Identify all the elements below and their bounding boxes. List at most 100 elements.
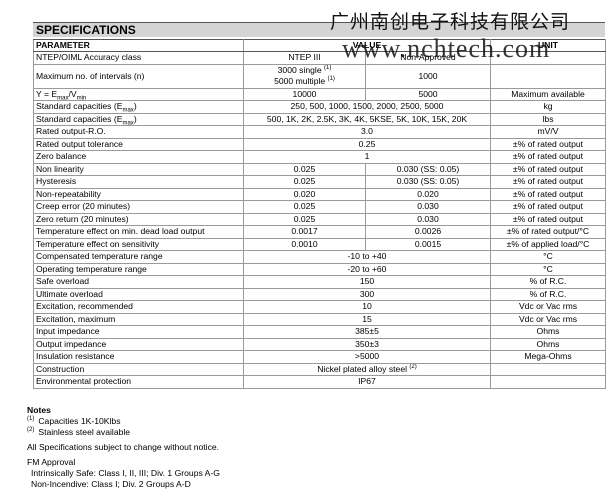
param-cell: Compensated temperature range [33,250,244,264]
table-row: Zero return (20 minutes) 0.025 0.030 ±% of … [33,212,606,226]
table-row: Hysteresis 0.025 0.030 (SS: 0.05) ±% of rat… [33,175,606,189]
approval-line: Non-Incendive: Class I; Div. 2 Groups A-… [31,479,191,489]
value-cell: 3.0 [243,125,491,139]
text-part: Standard capacities (E [36,101,123,112]
value-cell: 0.025 [243,162,366,176]
value-cell: 385±5 [243,325,491,339]
unit-cell: Mega-Ohms [490,350,606,364]
table-row: Ultimate overload 300% of R.C. [33,287,606,301]
note-list: (1) Capacities 1K-10Klbs (2) Stainless stee… [27,416,607,438]
index-mark: min [76,95,87,101]
unit-cell: kg [490,100,606,114]
unit-cell: ±% of rated output [490,212,606,226]
text-part: Y = E [36,88,58,99]
value-cell: -20 to +60 [243,262,491,276]
table-row: Temperature effect on min. dead load out… [33,225,606,239]
value-cell: 0.030 [365,200,491,214]
table-row: Rated output-R.O. 3.0 mV/V [33,125,606,139]
value-cell: 0.025 [243,175,366,189]
value-line: Nickel plated alloy steel (2) [246,364,488,375]
unit-cell: lbs [490,112,606,126]
unit-cell: Maximum available [490,87,606,101]
watermark-url: www.nchtech.com [342,34,551,63]
param-cell: Non-repeatability [33,187,244,201]
table-row: Output impedance 350±3 Ohms [33,337,606,351]
index-mark: (1) [327,76,335,83]
text-part: /V [68,88,77,99]
unit-cell: mV/V [490,125,606,139]
value-cell: >5000 [243,350,491,364]
unit-cell: ±% of rated output [490,200,606,214]
text-part: 5000 multiple [274,76,328,86]
index-mark: max [57,95,69,101]
table-row: Creep error (20 minutes) 0.025 0.030 ±% of … [33,200,606,214]
value-cell: 5000 [365,87,491,101]
value-cell: 3000 single (1) 5000 multiple (1) [243,63,366,89]
unit-cell: Vdc or Vac rms [490,312,606,326]
table-row: Non-repeatability 0.020 0.020 ±% of rated o… [33,187,606,201]
table-row: Insulation resistance >5000 Mega-Ohms [33,350,606,364]
param-cell: Excitation, maximum [33,312,244,326]
value-cell: 1000 [365,63,491,89]
value-cell: 0.0010 [243,237,366,251]
index-mark: (1) [324,65,332,72]
unit-cell: ±% of rated output [490,137,606,151]
value-cell: 0.030 (SS: 0.05) [365,175,491,189]
index-mark: (2) [409,363,417,370]
param-cell: Maximum no. of intervals (n) [33,63,244,89]
param-cell: Construction [33,362,244,376]
value-cell: 0.0015 [365,237,491,251]
approval-line: Intrinsically Safe: Class I, II, III; Di… [31,468,220,478]
unit-cell: ±% of rated output [490,162,606,176]
approval-title: FM Approval [27,457,76,467]
param-cell: Zero return (20 minutes) [33,212,244,226]
table-row: Temperature effect on sensitivity 0.0010 0… [33,237,606,251]
unit-cell [490,375,606,389]
value-cell: 1 [243,150,491,164]
disclaimer: All Specifications subject to change wit… [27,442,220,452]
param-cell: Safe overload [33,275,244,289]
param-cell: Ultimate overload [33,287,244,301]
unit-cell: Ohms [490,325,606,339]
text-part: Standard capacities (E [36,113,123,124]
table-body: PARAMETER VALUE UNIT NTEP/OIML Accuracy … [33,39,606,389]
table-row: Standard capacities (Emax) 250, 500, 1000… [33,100,606,114]
param-cell: Insulation resistance [33,350,244,364]
table-row: Standard capacities (Emax) 500, 1K, 2K, 2… [33,112,606,126]
note-item: (2) Stainless steel available [27,427,607,438]
unit-cell: ±% of rated output [490,175,606,189]
value-cell: 10000 [243,87,366,101]
header-cell: VALUE [243,39,491,52]
header-cell: UNIT [490,39,606,52]
index-mark: max [122,107,134,113]
param-cell: Output impedance [33,337,244,351]
text-part: 3000 single [277,65,324,75]
spec-table: PARAMETER VALUE UNIT NTEP/OIML Accuracy … [33,39,606,389]
watermark-company: 广州南创电子科技有限公司 [330,11,571,33]
unit-cell: Ohms [490,337,606,351]
section-title: SPECIFICATIONS [33,22,605,37]
notes-title: Notes [27,405,51,415]
value-cell: 300 [243,287,491,301]
param-cell: Input impedance [33,325,244,339]
value-line: 5000 multiple (1) [246,76,363,87]
value-cell: 10 [243,300,491,314]
table-row: Construction Nickel plated alloy steel (2… [33,362,606,376]
unit-cell: ±% of applied load/°C [490,237,606,251]
param-cell: Excitation, recommended [33,300,244,314]
value-cell: 150 [243,275,491,289]
unit-cell [490,362,606,376]
param-cell: Hysteresis [33,175,244,189]
unit-cell: °C [490,262,606,276]
header-row: PARAMETER VALUE UNIT [33,39,606,52]
value-cell: IP67 [243,375,491,389]
param-cell: Operating temperature range [33,262,244,276]
table-row: Non linearity 0.025 0.030 (SS: 0.05) ±% of … [33,162,606,176]
unit-cell: % of R.C. [490,287,606,301]
param-cell: Temperature effect on min. dead load out… [33,225,244,239]
text-part: ) [133,113,137,124]
param-cell: Rated output tolerance [33,137,244,151]
note-marker: (1) [27,416,35,423]
index-mark: max [122,120,134,126]
